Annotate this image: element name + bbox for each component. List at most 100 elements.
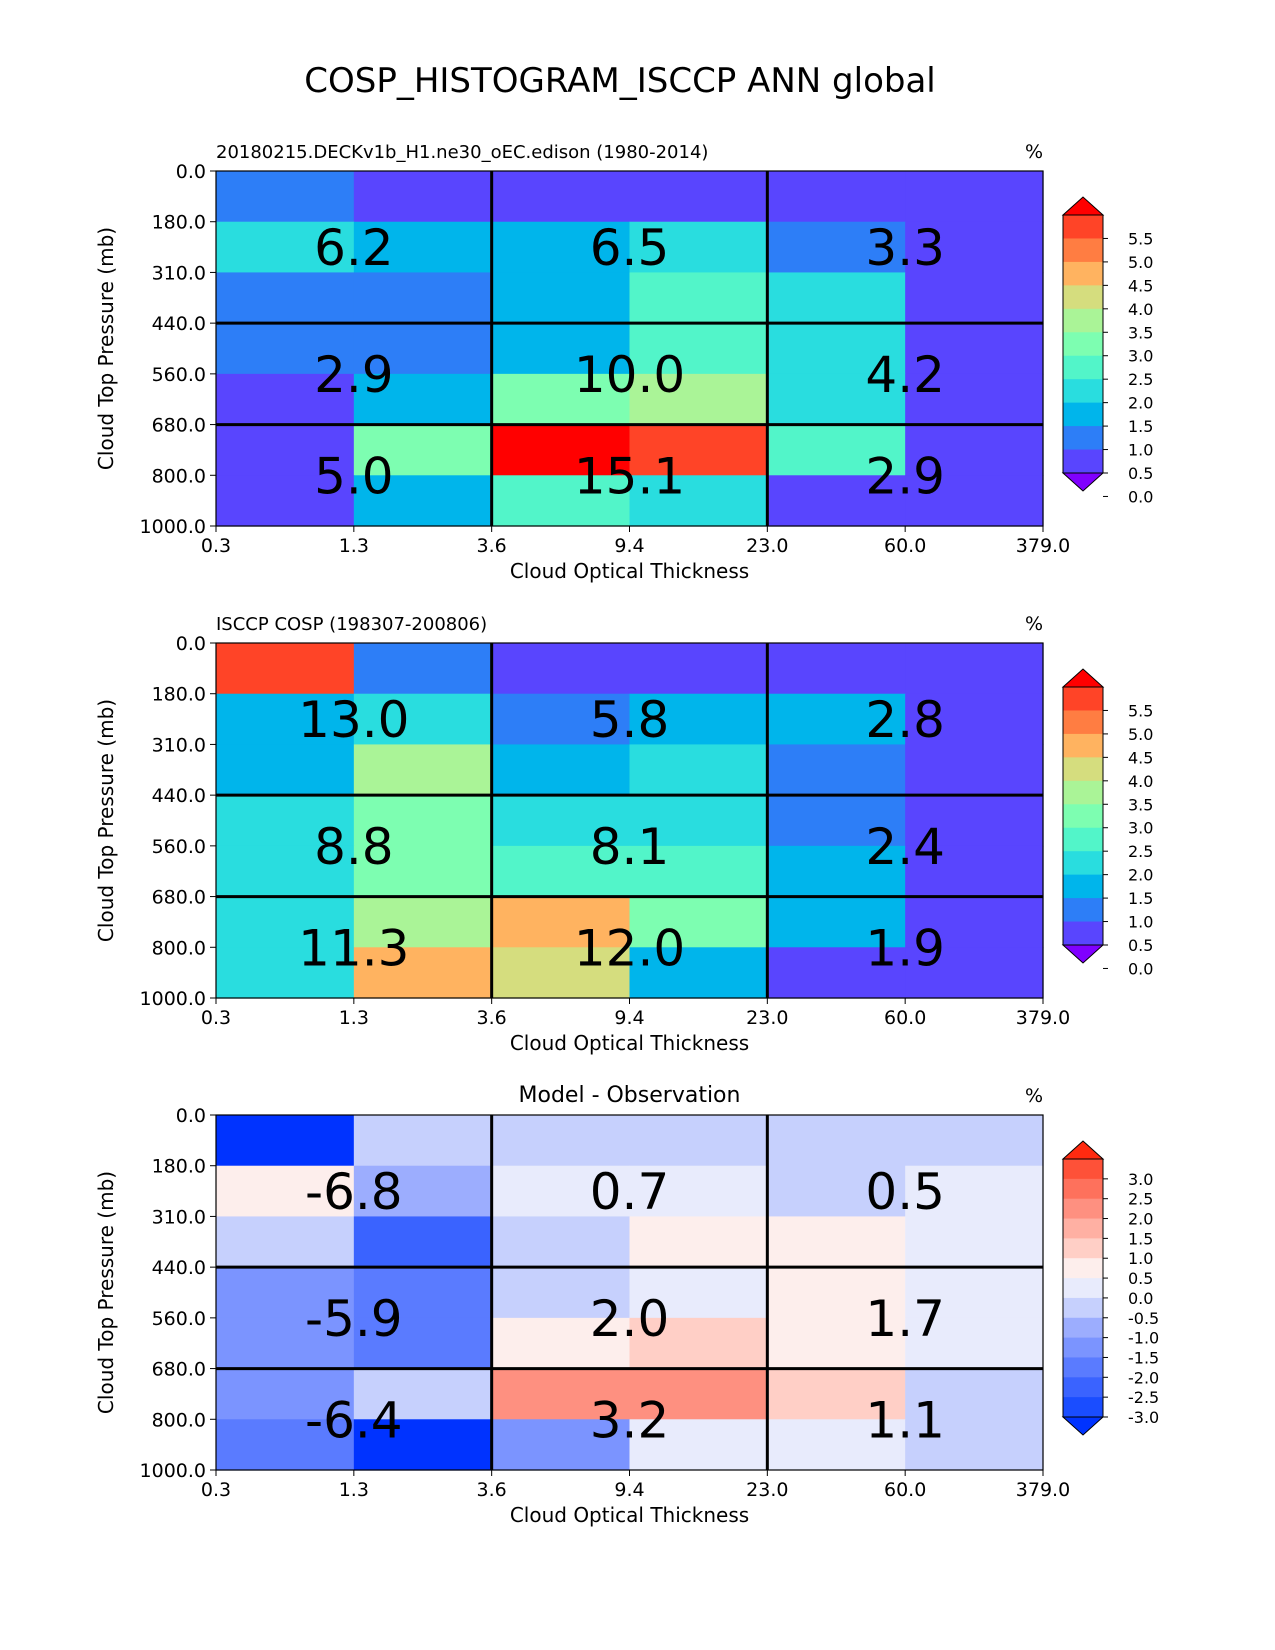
heatmap-cell — [767, 1267, 906, 1319]
heatmap-cell — [491, 1317, 631, 1370]
heatmap-cell — [216, 1267, 355, 1319]
x-tick-label: 1.3 — [339, 1479, 369, 1501]
colorbar-tick-label: 3.0 — [1128, 347, 1153, 366]
heatmap-cell — [905, 693, 1044, 746]
colorbar-extend-top — [1061, 668, 1105, 688]
x-tick-label: 60.0 — [884, 1479, 926, 1501]
colorbar-bin — [1063, 921, 1103, 946]
heatmap-cell — [353, 1165, 493, 1218]
group-value-label: 1.1 — [865, 1391, 945, 1449]
units-label: % — [1025, 141, 1043, 163]
colorbar-tick-label: 5.5 — [1128, 229, 1153, 248]
panel-title: Model - Observation — [519, 1083, 741, 1108]
colorbar-bin — [1063, 1218, 1103, 1239]
colorbar-extend-bottom — [1061, 944, 1105, 964]
heatmap-cell — [353, 643, 493, 695]
group-value-label: 15.1 — [574, 447, 685, 505]
heatmap-cell — [353, 1115, 493, 1167]
heatmap-cell — [353, 171, 493, 223]
colorbar-tick-label: -2.0 — [1128, 1368, 1159, 1387]
y-tick-label: 800.0 — [152, 937, 206, 959]
heatmap-cell — [353, 475, 493, 527]
colorbar-tick-label: 1.5 — [1128, 1229, 1153, 1248]
group-value-label: 12.0 — [574, 919, 685, 977]
heatmap-cell — [905, 795, 1044, 847]
y-tick-label: 0.0 — [176, 161, 206, 183]
colorbar-tick-label: 0.5 — [1128, 1269, 1153, 1288]
group-value-label: 3.3 — [865, 219, 945, 277]
colorbar-tick-label: 1.5 — [1128, 417, 1153, 436]
group-value-label: 0.5 — [865, 1163, 945, 1221]
group-value-label: 2.9 — [314, 346, 394, 404]
y-tick-label: 680.0 — [152, 1359, 206, 1381]
colorbar-tick-label: -1.0 — [1128, 1329, 1159, 1348]
x-tick-label: 23.0 — [746, 1479, 788, 1501]
heatmap-cell — [905, 643, 1044, 695]
heatmap-cell — [629, 896, 768, 948]
heatmap-cell — [491, 643, 631, 695]
heatmap-cell — [216, 1317, 355, 1370]
heatmap-cell — [629, 1317, 768, 1370]
heatmap-cell — [353, 1317, 493, 1370]
x-tick-label: 379.0 — [1016, 1479, 1070, 1501]
heatmap-cell — [767, 1317, 906, 1370]
heatmap-cell — [629, 1115, 768, 1167]
colorbar-bin — [1063, 1357, 1103, 1378]
x-tick-label: 1.3 — [339, 535, 369, 557]
heatmap-cell — [491, 272, 631, 324]
heatmap-cell — [353, 272, 493, 324]
x-tick-label: 60.0 — [884, 1007, 926, 1029]
colorbar-bin — [1063, 1377, 1103, 1398]
heatmap-cell — [216, 1419, 355, 1471]
group-value-label: 2.4 — [865, 818, 945, 876]
colorbar-tick-label: 5.0 — [1128, 725, 1153, 744]
heatmap-cell — [767, 947, 906, 999]
heatmap-cell — [629, 1267, 768, 1319]
colorbar-bin — [1063, 733, 1103, 758]
heatmap-cell — [353, 221, 493, 274]
panel-difference: -6.8 0.7 0.5 -5.9 2.0 1.7 -6.4 3.2 1.1 0.3 1.3 3.6 9… — [94, 1083, 1159, 1527]
heatmap-cell — [216, 693, 355, 746]
colorbar-tick-label: 1.0 — [1128, 1249, 1153, 1268]
heatmap-cell — [767, 221, 906, 274]
colorbar-bin — [1063, 1297, 1103, 1319]
heatmap-cell — [353, 896, 493, 948]
heatmap-cell — [767, 424, 906, 476]
heatmap-cell — [491, 947, 631, 999]
heatmap-cell — [905, 896, 1044, 948]
heatmap-cell — [905, 221, 1044, 274]
x-tick-label: 0.3 — [201, 1007, 231, 1029]
group-value-label: 2.8 — [865, 691, 945, 749]
colorbar-bin — [1063, 874, 1103, 899]
heatmap-cell — [767, 1165, 906, 1218]
heatmap-cell — [905, 845, 1044, 898]
colorbar-tick-label: 2.0 — [1128, 866, 1153, 885]
heatmap-cell — [629, 947, 768, 999]
colorbar-bin — [1063, 1238, 1103, 1259]
panel-title: ISCCP COSP (198307-200806) — [216, 614, 487, 635]
heatmap-cell — [905, 1216, 1044, 1268]
colorbar-tick-label: 1.5 — [1128, 889, 1153, 908]
heatmap-cell — [353, 744, 493, 796]
colorbar-bin — [1063, 1397, 1103, 1418]
y-tick-label: 0.0 — [176, 633, 206, 655]
colorbar-bin — [1063, 355, 1103, 380]
heatmap-cell — [353, 373, 493, 426]
colorbar-bin — [1063, 261, 1103, 286]
heatmap-cell — [767, 795, 906, 847]
heatmap-cell — [216, 171, 355, 223]
y-tick-label: 560.0 — [152, 364, 206, 386]
heatmap-cell — [905, 947, 1044, 999]
colorbar-tick-label: 0.5 — [1128, 464, 1153, 483]
x-tick-label: 379.0 — [1016, 535, 1070, 557]
x-tick-label: 9.4 — [614, 535, 644, 557]
group-value-label: 11.3 — [298, 919, 409, 977]
heatmap-cell — [491, 221, 631, 274]
x-tick-label: 379.0 — [1016, 1007, 1070, 1029]
y-tick-label: 800.0 — [152, 465, 206, 487]
heatmap-cell — [216, 845, 355, 898]
heatmap-cell — [491, 1419, 631, 1471]
heatmap-cell — [216, 896, 355, 948]
group-value-label: 8.8 — [314, 818, 394, 876]
colorbar-tick-label: 3.0 — [1128, 819, 1153, 838]
